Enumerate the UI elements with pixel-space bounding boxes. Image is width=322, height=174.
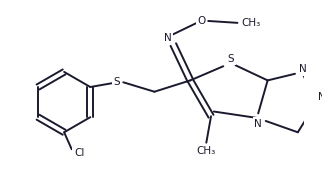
Text: CH₃: CH₃ bbox=[197, 146, 216, 156]
Text: CH₃: CH₃ bbox=[241, 18, 260, 28]
Text: N: N bbox=[318, 92, 322, 102]
Text: O: O bbox=[197, 16, 206, 26]
Text: N: N bbox=[299, 64, 307, 74]
Text: S: S bbox=[228, 54, 234, 64]
Text: N: N bbox=[254, 119, 262, 129]
Text: Cl: Cl bbox=[74, 148, 84, 158]
Text: S: S bbox=[113, 77, 120, 87]
Text: N: N bbox=[164, 33, 172, 43]
